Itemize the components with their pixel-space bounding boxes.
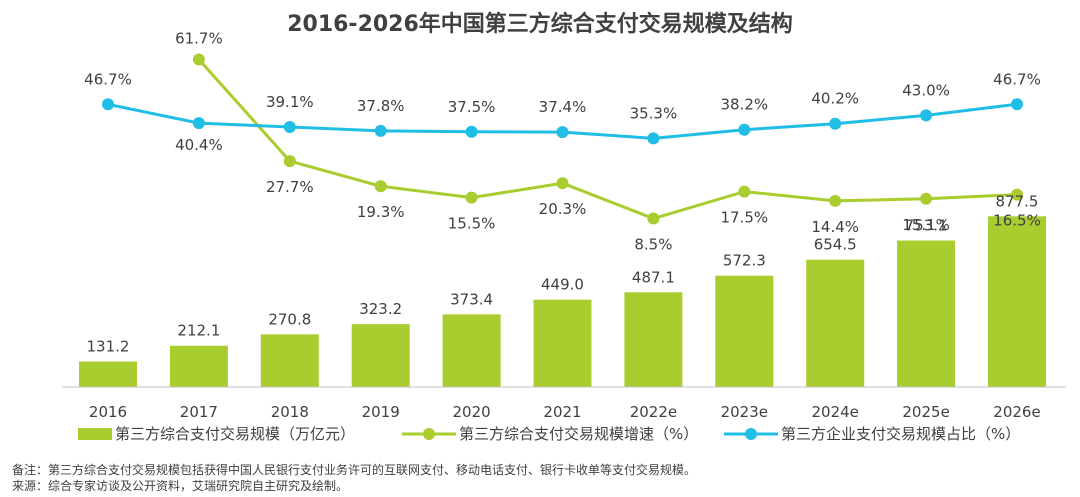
growth-label-2019: 19.3% (357, 203, 405, 221)
growth-line (197, 58, 1018, 221)
x-tick-2026e: 2026e (993, 403, 1040, 421)
x-tick-2023e: 2023e (721, 403, 768, 421)
x-tick-2018: 2018 (271, 403, 309, 421)
legend-label-bar: 第三方综合支付交易规模（万亿元） (115, 425, 355, 443)
bar-2021 (533, 299, 592, 387)
bar-2018 (260, 334, 319, 387)
bar-label-2020: 373.4 (450, 290, 493, 308)
share-label-2016: 46.7% (84, 70, 132, 88)
growth-point-2024e (829, 194, 842, 207)
growth-point-2023e (738, 185, 751, 198)
bar-label-2026e: 877.5 (996, 192, 1039, 210)
chart-source: 来源：综合专家访谈及公开资料，艾瑞研究院自主研究及绘制。 (12, 479, 349, 493)
share-label-2022e: 35.3% (630, 104, 678, 122)
share-label-2024e: 40.2% (811, 90, 859, 108)
bar-label-2019: 323.2 (359, 300, 402, 318)
bar-2019 (351, 324, 410, 387)
bar-2020 (442, 314, 501, 387)
share-label-2019: 37.8% (357, 97, 405, 115)
bar-label-2021: 449.0 (541, 276, 584, 294)
bar-label-2025e: 753.1 (905, 217, 948, 235)
legend-swatch-growth-dot (423, 428, 435, 440)
growth-label-2023e: 17.5% (720, 209, 768, 227)
bar-label-2018: 270.8 (268, 310, 311, 328)
share-label-2020: 37.5% (448, 98, 496, 116)
bar-label-2016: 131.2 (87, 337, 130, 355)
bar-label-2023e: 572.3 (723, 252, 766, 270)
growth-point-2021 (556, 177, 569, 190)
share-point-2026e (1011, 98, 1023, 111)
share-point-2020 (465, 125, 478, 138)
chart-title: 2016-2026年中国第三方综合支付交易规模及结构 (287, 12, 793, 37)
bar-2016 (79, 361, 137, 387)
x-tick-2020: 2020 (453, 403, 491, 421)
share-label-2026e: 46.7% (993, 70, 1041, 88)
bar-label-2017: 212.1 (177, 322, 220, 340)
x-tick-2024e: 2024e (811, 403, 858, 421)
bar-2025e (897, 240, 956, 387)
x-tick-2017: 2017 (180, 403, 218, 421)
share-label-2025e: 43.0% (902, 81, 950, 99)
chart-note: 备注：第三方综合支付交易规模包括获得中国人民银行支付业务许可的互联网支付、移动电… (12, 463, 697, 477)
share-label-2018: 39.1% (266, 93, 314, 111)
axis-layer: 2016 2017 2018 2019 2020 2021 2022e 2023e 2024e 2… (62, 386, 1066, 421)
growth-label-2026e: 16.5% (993, 212, 1041, 230)
legend-label-share: 第三方企业支付交易规模占比（%） (781, 425, 1020, 443)
legend-swatch-share-dot (745, 428, 757, 440)
growth-point-2019 (374, 180, 387, 193)
bars-layer (79, 216, 1046, 387)
share-label-2017: 40.4% (175, 136, 223, 154)
bar-2022e (624, 292, 683, 387)
bar-label-2024e: 654.5 (814, 236, 857, 254)
x-tick-2021: 2021 (543, 403, 581, 421)
share-point-2018 (283, 121, 296, 134)
x-tick-2025e: 2025e (902, 403, 949, 421)
x-tick-2019: 2019 (362, 403, 400, 421)
share-point-2025e (920, 109, 933, 122)
labels-layer: 131.2 212.1 270.8 323.2 373.4 449.0 487.1 572.3… (84, 29, 1041, 355)
bar-2024e (806, 259, 865, 387)
growth-label-2024e: 14.4% (811, 218, 859, 236)
growth-label-2017: 61.7% (175, 29, 223, 47)
growth-point-2025e (920, 192, 933, 205)
bar-2023e (715, 275, 774, 387)
bar-2026e (988, 216, 1046, 387)
share-point-2016 (102, 98, 114, 111)
growth-point-2026e (1011, 188, 1023, 201)
growth-label-2022e: 8.5% (634, 236, 672, 254)
legend-label-growth: 第三方综合支付交易规模增速（%） (459, 425, 698, 443)
growth-label-2018: 27.7% (266, 178, 314, 196)
lines-layer (102, 53, 1023, 225)
growth-label-2020: 15.5% (448, 215, 496, 233)
legend-swatch-bar (78, 428, 112, 440)
share-point-2017 (192, 117, 205, 130)
share-point-2021 (556, 126, 569, 139)
growth-point-2017 (192, 53, 205, 66)
share-point-2024e (829, 117, 842, 130)
share-point-2023e (738, 123, 751, 136)
share-label-2023e: 38.2% (720, 96, 768, 114)
bar-label-2022e: 487.1 (632, 268, 675, 286)
share-label-2021: 37.4% (539, 98, 587, 116)
growth-label-2021: 20.3% (539, 200, 587, 218)
share-point-2022e (647, 132, 660, 145)
x-tick-2016: 2016 (89, 403, 127, 421)
growth-point-2018 (283, 155, 296, 168)
bar-2017 (169, 345, 228, 387)
share-point-2019 (374, 124, 387, 137)
growth-point-2022e (647, 212, 660, 225)
x-tick-2022e: 2022e (630, 403, 677, 421)
legend: 第三方综合支付交易规模（万亿元） 第三方综合支付交易规模增速（%） 第三方企业支付交… (78, 425, 1020, 443)
growth-point-2020 (465, 191, 478, 204)
growth-label-2025e: 15.1% (902, 216, 950, 234)
